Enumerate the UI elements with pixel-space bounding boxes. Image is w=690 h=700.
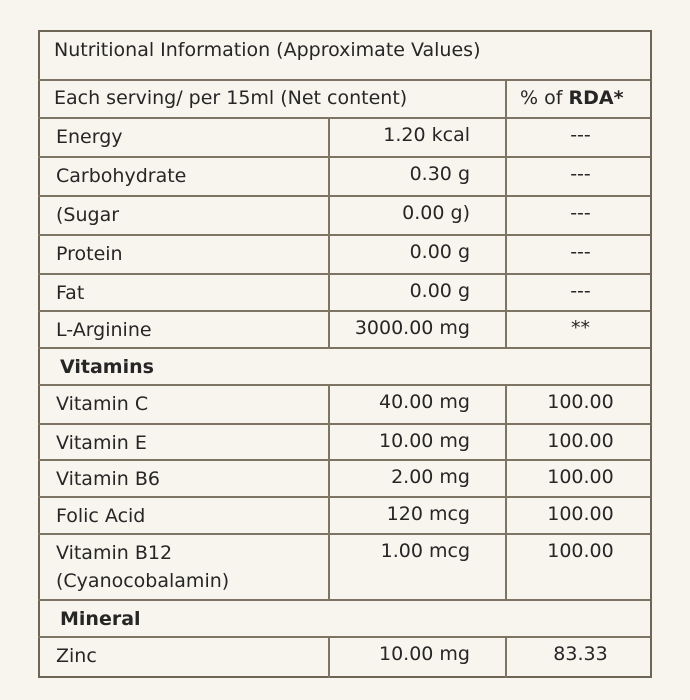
row-divider [38, 117, 650, 119]
row-divider [38, 273, 650, 275]
column-divider [328, 118, 330, 157]
rda-value: --- [570, 124, 591, 146]
amount: 10.00 mg [378, 430, 470, 452]
column-divider [505, 385, 507, 424]
rda-value: 100.00 [547, 503, 614, 525]
column-divider [328, 235, 330, 274]
column-divider [505, 157, 507, 196]
row-divider [38, 423, 650, 425]
rda-value: --- [570, 280, 591, 302]
row-divider [38, 79, 650, 81]
nutrient-subname: (Cyanocobalamin) [56, 570, 230, 592]
rda-value: 100.00 [547, 540, 614, 562]
column-divider [505, 274, 507, 311]
column-divider [328, 385, 330, 424]
rda-value: 100.00 [547, 430, 614, 452]
amount: 2.00 mg [391, 466, 470, 488]
rda-value: 83.33 [553, 643, 608, 665]
column-divider [328, 157, 330, 196]
rda-value: --- [570, 202, 591, 224]
rda-value: --- [570, 241, 591, 263]
column-divider [505, 460, 507, 497]
table-title: Nutritional Information (Approximate Val… [54, 39, 481, 61]
nutrient-name: Vitamin B6 [56, 468, 160, 490]
column-divider [328, 274, 330, 311]
nutrient-name: Folic Acid [56, 505, 146, 527]
rda-value: 100.00 [547, 391, 614, 413]
column-divider [328, 311, 330, 348]
column-divider [505, 424, 507, 460]
column-divider [328, 534, 330, 600]
rda-value: --- [570, 163, 591, 185]
amount: 40.00 mg [378, 391, 470, 413]
column-divider [505, 80, 507, 118]
rda-value: ** [571, 317, 590, 339]
column-divider [505, 534, 507, 600]
nutrient-name: Carbohydrate [56, 165, 187, 187]
table-frame [38, 30, 652, 678]
nutrient-name: Vitamin B12 [56, 542, 173, 564]
nutrient-name: Zinc [56, 645, 97, 667]
amount: 3000.00 mg [354, 317, 470, 339]
column-divider [505, 311, 507, 348]
column-divider [328, 196, 330, 235]
column-divider [328, 424, 330, 460]
nutrient-name: Vitamin C [56, 393, 149, 415]
amount: 120 mcg [386, 503, 470, 525]
header-rda-key: RDA* [568, 87, 624, 109]
row-divider [38, 195, 650, 197]
amount: 1.00 mcg [380, 540, 470, 562]
row-divider [38, 156, 650, 158]
nutrient-name: L-Arginine [56, 319, 152, 341]
amount: 1.20 kcal [383, 124, 470, 146]
header-label: Each serving/ per 15ml (Net content) [54, 87, 408, 109]
row-divider [38, 234, 650, 236]
row-divider [38, 384, 650, 386]
column-divider [505, 497, 507, 534]
row-divider [38, 347, 650, 349]
nutrient-name: Protein [56, 243, 123, 265]
row-divider [38, 636, 650, 638]
header-rda: % of RDA* [520, 86, 624, 110]
row-divider [38, 310, 650, 312]
column-divider [328, 460, 330, 497]
rda-value: 100.00 [547, 466, 614, 488]
row-divider [38, 459, 650, 461]
amount: 0.30 g [409, 163, 470, 185]
nutrient-name: Energy [56, 126, 123, 148]
nutrient-name: Fat [56, 282, 85, 304]
amount: 0.00 g [409, 280, 470, 302]
section-label: Vitamins [60, 356, 154, 378]
row-divider [38, 533, 650, 535]
section-label: Mineral [60, 608, 141, 630]
column-divider [505, 637, 507, 678]
amount: 0.00 g [409, 241, 470, 263]
nutrient-name: (Sugar [56, 204, 120, 226]
column-divider [505, 118, 507, 157]
column-divider [328, 497, 330, 534]
amount: 0.00 g) [402, 202, 470, 224]
column-divider [505, 196, 507, 235]
amount: 10.00 mg [378, 643, 470, 665]
header-rda-prefix: % of [520, 87, 563, 109]
row-divider [38, 599, 650, 601]
column-divider [328, 637, 330, 678]
nutrient-name: Vitamin E [56, 432, 147, 454]
row-divider [38, 496, 650, 498]
column-divider [505, 235, 507, 274]
